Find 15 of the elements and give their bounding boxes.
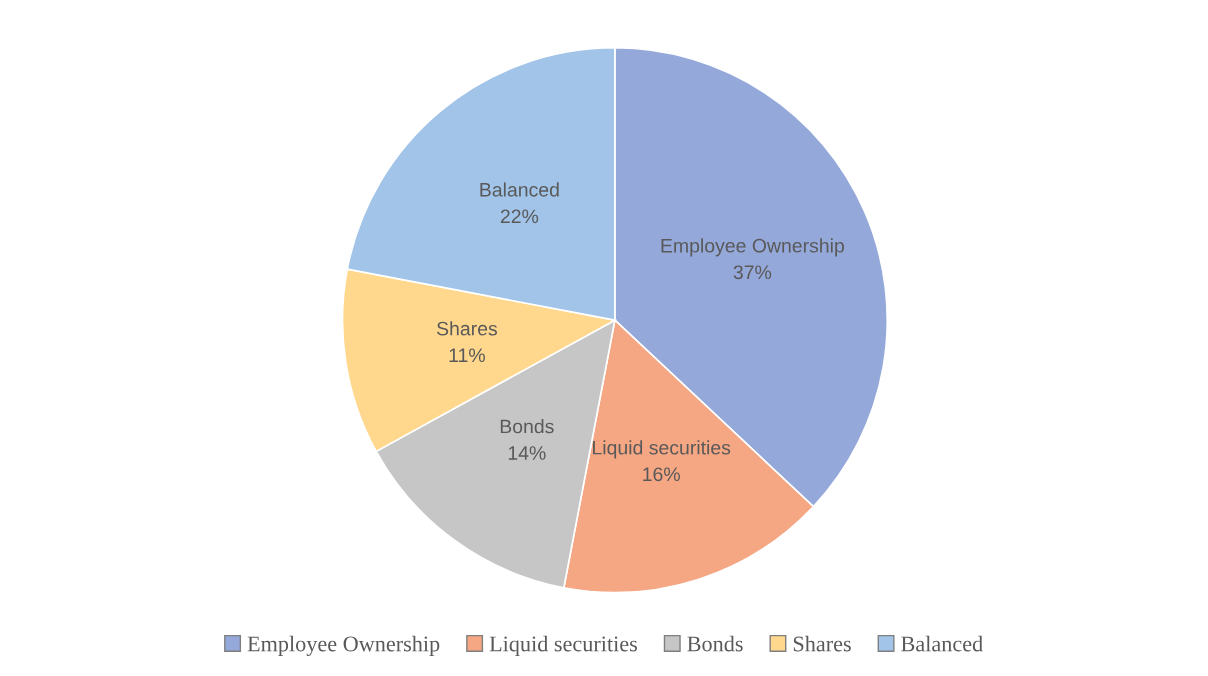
data-label: 37% (733, 265, 772, 280)
legend-label: Balanced (901, 635, 983, 652)
slice-label: Liquid securities (593, 440, 731, 459)
slice-label: Shares (436, 321, 498, 336)
slice-label: Balanced (480, 182, 559, 197)
data-label: 14% (508, 446, 546, 460)
data-label: 22% (500, 209, 539, 224)
slice-label: Employee Ownership (661, 238, 844, 257)
data-label: 16% (643, 467, 680, 482)
slice-label: Bonds (500, 419, 554, 434)
legend-label: Employee Ownership (247, 635, 440, 656)
legend-label: Bonds (687, 635, 743, 652)
legend-label: Shares (793, 635, 851, 652)
data-label: 11% (449, 348, 485, 363)
legend-label: Liquid securities (489, 635, 637, 656)
